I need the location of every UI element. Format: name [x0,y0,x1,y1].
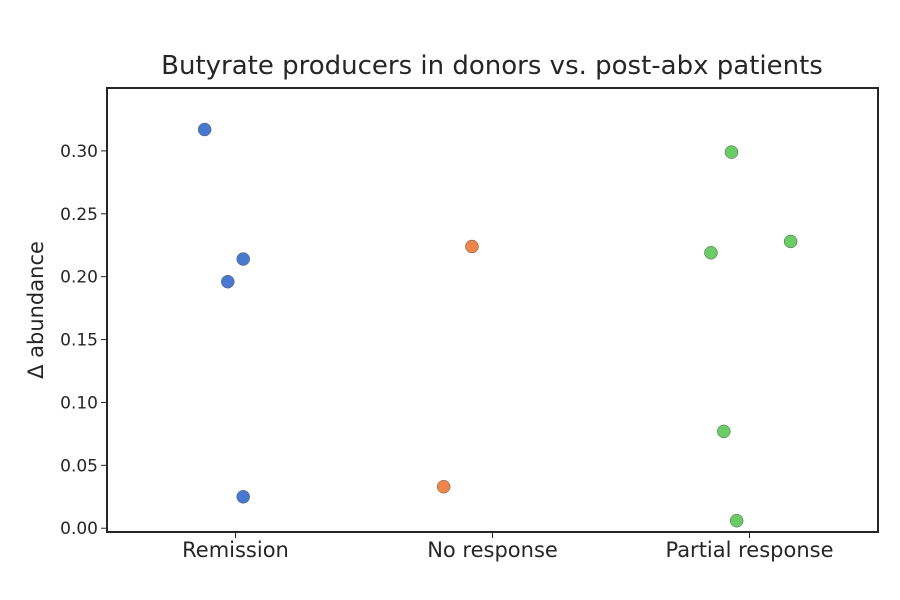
x-tick-label: Partial response [665,538,833,562]
y-tick-label: 0.10 [60,393,98,413]
x-axis-ticks: Remission No response Partial response [182,532,834,562]
data-point [436,479,451,494]
y-axis-ticks: 0.00 0.05 0.10 0.15 0.20 0.25 0.30 [60,142,107,539]
data-point [197,122,212,137]
data-point [236,252,250,266]
y-tick-label: 0.15 [60,331,98,351]
data-point [717,424,731,439]
y-tick-label: 0.30 [60,142,98,162]
plot-frame [106,87,879,533]
data-point [729,513,744,528]
x-tick-label: Remission [182,538,289,562]
chart-title: Butyrate producers in donors vs. post-ab… [161,51,823,81]
y-tick-label: 0.05 [60,456,98,476]
data-point [783,234,798,249]
y-axis-label: Δ abundance [24,241,48,379]
data-point [221,274,235,289]
y-tick-label: 0.00 [60,519,98,539]
data-point [704,246,718,260]
data-point [236,490,250,504]
data-point [465,239,479,254]
y-tick-label: 0.20 [60,268,98,288]
y-tick-label: 0.25 [60,205,98,225]
data-points [197,122,798,528]
x-tick-label: No response [427,538,558,562]
data-point [724,145,739,159]
